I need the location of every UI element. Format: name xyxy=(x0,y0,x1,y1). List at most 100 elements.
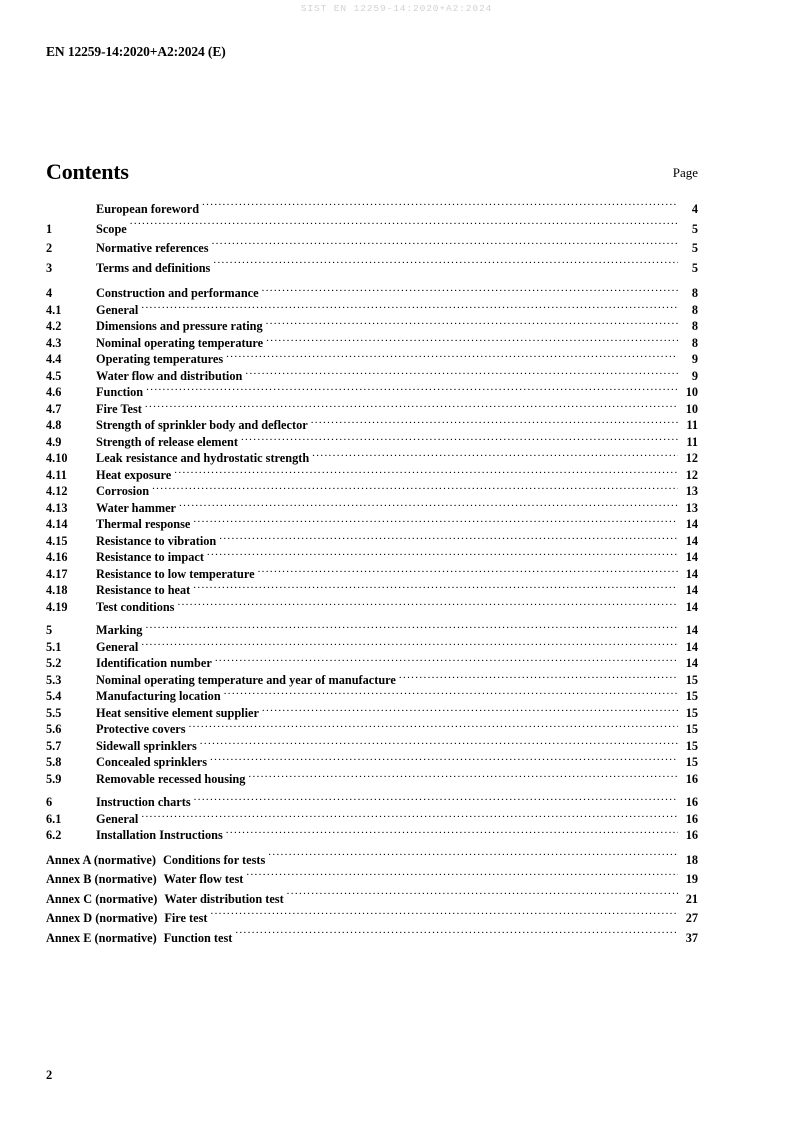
toc-leader-dots xyxy=(207,549,678,561)
toc-entry-label: Test conditions xyxy=(96,599,175,614)
toc-entry[interactable]: 4.18 Resistance to heat 14 xyxy=(46,582,698,599)
toc-leader-dots xyxy=(258,566,678,578)
toc-entry-page-number: 5 xyxy=(691,260,698,275)
toc-entry-number: 5.4 xyxy=(46,689,62,704)
toc-entry[interactable]: Annex E (normative) Function test 37 xyxy=(46,929,698,949)
toc-entry[interactable]: 4.17 Resistance to low temperature 14 xyxy=(46,566,698,583)
toc-entry-label: Installation Instructions xyxy=(96,828,223,843)
toc-entry[interactable]: 4.5 Water flow and distribution 9 xyxy=(46,368,698,385)
toc-leader-dots xyxy=(193,516,678,528)
toc-entry[interactable]: 4 Construction and performance 8 xyxy=(46,285,698,302)
toc-leader-dots xyxy=(210,754,678,766)
toc-entry-number: 4.11 xyxy=(46,467,67,482)
toc-entry-label: Identification number xyxy=(96,656,212,671)
toc-entry-label: Manufacturing location xyxy=(96,689,221,704)
toc-entry-number: 5.2 xyxy=(46,656,62,671)
toc-entry[interactable]: 5.9 Removable recessed housing 16 xyxy=(46,771,698,788)
toc-entry-number: 4.5 xyxy=(46,368,62,383)
contents-header: Contents Page xyxy=(46,159,698,185)
toc-entry[interactable]: Annex D (normative) Fire test 27 xyxy=(46,909,698,929)
toc-entry[interactable]: 4.11 Heat exposure 12 xyxy=(46,467,698,484)
toc-entry[interactable]: Annex B (normative) Water flow test 19 xyxy=(46,870,698,890)
toc-entry[interactable]: 5.3 Nominal operating temperature and yea… xyxy=(46,672,698,689)
toc-leader-dots xyxy=(245,368,678,380)
toc-entry[interactable]: 4.1 General 8 xyxy=(46,302,698,319)
toc-entry[interactable]: 4.19 Test conditions 14 xyxy=(46,599,698,616)
toc-entry-label: Water flow test xyxy=(163,872,244,886)
toc-leader-dots xyxy=(262,285,678,297)
toc-entry-number: 4.12 xyxy=(46,484,68,499)
toc-entry[interactable]: 1 Scope 5 xyxy=(46,220,698,240)
toc-entry[interactable]: 6.1 General 16 xyxy=(46,811,698,828)
toc-entry[interactable]: 4.7 Fire Test 10 xyxy=(46,401,698,418)
toc-entry[interactable]: 6 Instruction charts 16 xyxy=(46,794,698,811)
toc-entry-number: 4.9 xyxy=(46,434,62,449)
toc-entry[interactable]: 5.1 General 14 xyxy=(46,639,698,656)
toc-entry[interactable]: 4.3 Nominal operating temperature 8 xyxy=(46,335,698,352)
toc-entry[interactable]: 6.2 Installation Instructions 16 xyxy=(46,827,698,844)
toc-entry-page-number: 8 xyxy=(691,286,698,301)
toc-entry-number: Annex B (normative) xyxy=(46,872,157,886)
toc-leader-dots xyxy=(210,910,678,922)
toc-entry[interactable]: Annex A (normative) Conditions for tests 1… xyxy=(46,851,698,871)
toc-leader-dots xyxy=(141,811,678,823)
toc-entry-label: Heat sensitive element supplier xyxy=(96,705,259,720)
toc-entry-number: 4.1 xyxy=(46,302,62,317)
toc-entry[interactable]: 4.2 Dimensions and pressure rating 8 xyxy=(46,318,698,335)
toc-entry-number: 4.6 xyxy=(46,385,62,400)
toc-entry[interactable]: 5.6 Protective covers 15 xyxy=(46,721,698,738)
toc-entry[interactable]: 5.2 Identification number 14 xyxy=(46,655,698,672)
toc-entry[interactable]: 4.10 Leak resistance and hydrostatic stre… xyxy=(46,450,698,467)
toc-entry[interactable]: 4.4 Operating temperatures 9 xyxy=(46,351,698,368)
toc-leader-dots xyxy=(224,688,678,700)
toc-leader-dots xyxy=(145,622,678,634)
toc-entry[interactable]: 4.8 Strength of sprinkler body and deflec… xyxy=(46,417,698,434)
toc-leader-dots xyxy=(268,851,678,863)
toc-entry[interactable]: 5.5 Heat sensitive element supplier 15 xyxy=(46,705,698,722)
toc-entry[interactable]: 4.6 Function 10 xyxy=(46,384,698,401)
toc-entry-page-number: 16 xyxy=(685,771,698,786)
toc-entry-page-number: 14 xyxy=(685,566,698,581)
toc-entry-page-number: 15 xyxy=(685,755,698,770)
toc-entry[interactable]: Annex C (normative) Water distribution te… xyxy=(46,890,698,910)
toc-entry-label: Instruction charts xyxy=(96,795,191,810)
toc-entry-page-number: 16 xyxy=(685,795,698,810)
toc-leader-dots xyxy=(212,240,678,252)
toc-entry-number: 6.1 xyxy=(46,811,62,826)
toc-entry-page-number: 27 xyxy=(685,911,698,925)
toc-entry[interactable]: 4.13 Water hammer 13 xyxy=(46,500,698,517)
toc-entry[interactable]: 3 Terms and definitions 5 xyxy=(46,259,698,279)
toc-entry-number: 4.13 xyxy=(46,500,68,515)
toc-entry-number: 4 xyxy=(46,286,53,301)
toc-entry-page-number: 16 xyxy=(685,811,698,826)
toc-entry[interactable]: 5 Marking 14 xyxy=(46,622,698,639)
toc-entry-label: General xyxy=(96,811,139,826)
document-reference: EN 12259-14:2020+A2:2024 (E) xyxy=(46,44,226,59)
toc-entry-label: Concealed sprinklers xyxy=(96,755,208,770)
toc-entry[interactable]: 4.16 Resistance to impact 14 xyxy=(46,549,698,566)
toc-entry[interactable]: 4.14 Thermal response 14 xyxy=(46,516,698,533)
toc-leader-dots xyxy=(145,401,678,413)
toc-entry[interactable]: European foreword 4 xyxy=(46,200,698,220)
toc-entry-label: General xyxy=(96,639,139,654)
toc-entry-label: Fire Test xyxy=(96,401,142,416)
toc-entry-label: Conditions for tests xyxy=(162,852,266,867)
toc-leader-dots xyxy=(312,450,678,462)
toc-leader-dots xyxy=(262,705,678,717)
toc-entry[interactable]: 4.15 Resistance to vibration 14 xyxy=(46,533,698,550)
toc-entry-label: Dimensions and pressure rating xyxy=(96,319,263,334)
toc-entry[interactable]: 4.9 Strength of release element 11 xyxy=(46,434,698,451)
toc-entry-label: Protective covers xyxy=(96,722,186,737)
toc-leader-dots xyxy=(194,794,678,806)
toc-entry-page-number: 18 xyxy=(685,852,698,867)
toc-entry[interactable]: 5.7 Sidewall sprinklers 15 xyxy=(46,738,698,755)
toc-leader-dots xyxy=(311,417,678,429)
toc-entry[interactable]: 5.4 Manufacturing location 15 xyxy=(46,688,698,705)
toc-entry-number: Annex E (normative) xyxy=(46,930,157,945)
toc-entry-label: Strength of sprinkler body and deflector xyxy=(96,418,308,433)
toc-entry[interactable]: 4.12 Corrosion 13 xyxy=(46,483,698,500)
toc-entry[interactable]: 2 Normative references 5 xyxy=(46,239,698,259)
toc-leader-dots xyxy=(174,467,678,479)
toc-entry[interactable]: 5.8 Concealed sprinklers 15 xyxy=(46,754,698,771)
toc-entry-page-number: 14 xyxy=(685,623,698,638)
